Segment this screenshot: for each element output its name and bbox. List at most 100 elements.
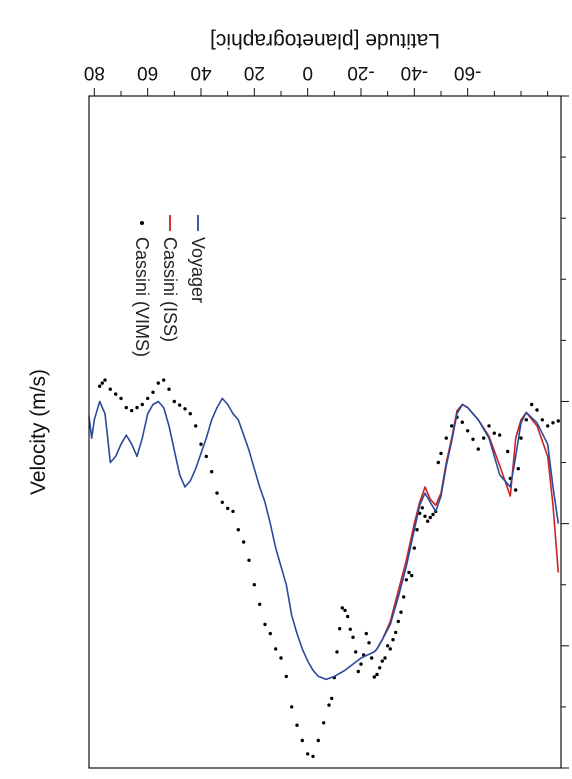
legend-item: Cassini (ISS)	[160, 215, 180, 342]
data-point	[535, 408, 539, 412]
data-point	[556, 419, 560, 423]
data-point	[204, 454, 208, 459]
data-point	[98, 384, 102, 388]
data-point	[388, 647, 392, 651]
data-point	[124, 405, 128, 410]
velocity-tick-label: 0	[568, 396, 572, 407]
data-point	[258, 602, 262, 606]
data-point	[415, 528, 419, 532]
data-point	[354, 650, 358, 654]
data-point	[348, 627, 352, 631]
data-point	[119, 396, 123, 401]
data-point	[114, 392, 118, 396]
data-point	[420, 506, 424, 510]
data-point	[236, 528, 240, 532]
legend-item: Voyager	[188, 215, 208, 303]
velocity-tick-label: 200	[568, 508, 572, 540]
data-point	[295, 723, 299, 727]
data-point	[351, 635, 355, 639]
series-line-cassini-iss	[373, 403, 560, 653]
velocity-tick-label: 400	[568, 630, 572, 662]
plot-area	[88, 378, 560, 759]
data-point	[130, 408, 134, 413]
data-point	[188, 412, 192, 416]
axes	[88, 88, 569, 769]
data-point	[476, 447, 480, 451]
data-point	[242, 540, 246, 544]
data-point	[338, 627, 342, 631]
legend-item: Cassini (VIMS)	[132, 221, 152, 357]
data-point	[146, 396, 150, 401]
latitude-tick-label: 40	[190, 62, 211, 83]
data-point	[156, 381, 160, 385]
latitude-tick-label: -20	[347, 62, 374, 83]
data-point	[316, 738, 320, 743]
data-point	[322, 721, 326, 725]
data-point	[220, 500, 224, 504]
data-point	[167, 387, 171, 391]
data-point	[370, 656, 374, 660]
latitude-axis-title: Latitude [planetographic]	[210, 29, 440, 52]
data-point	[492, 431, 496, 435]
data-point	[471, 437, 475, 441]
data-point	[343, 608, 347, 613]
data-point	[108, 387, 112, 391]
data-point	[386, 644, 390, 648]
data-point	[151, 390, 155, 394]
latitude-tick-label: -40	[401, 62, 428, 83]
data-point	[524, 418, 528, 422]
data-point	[396, 619, 400, 624]
data-point	[391, 638, 395, 642]
data-point	[423, 514, 427, 518]
data-point	[394, 630, 398, 635]
data-point	[279, 656, 283, 660]
data-point	[330, 696, 334, 701]
data-point	[487, 424, 491, 428]
data-point	[311, 754, 315, 759]
data-point	[426, 519, 430, 523]
data-point	[506, 449, 510, 454]
latitude-tick-label: 0	[302, 62, 313, 83]
data-point	[226, 506, 230, 511]
data-point	[103, 378, 107, 382]
data-point	[551, 421, 555, 425]
data-point	[199, 442, 203, 446]
data-point	[378, 666, 382, 670]
data-point	[172, 399, 176, 404]
velocity-tick-label: -500	[568, 77, 572, 115]
data-point	[530, 402, 534, 407]
data-point	[466, 429, 470, 433]
data-point	[482, 436, 486, 440]
data-point	[516, 467, 520, 471]
data-point	[444, 436, 448, 440]
data-point	[359, 662, 363, 666]
data-point	[300, 738, 304, 743]
latitude-tick-label: -60	[454, 62, 481, 83]
legend: Cassini (VIMS) Cassini (ISS) Voyager	[132, 215, 208, 357]
data-point	[383, 656, 387, 660]
data-point	[327, 703, 331, 707]
data-point	[436, 460, 440, 465]
data-point	[399, 610, 403, 614]
legend-label: Cassini (VIMS)	[132, 237, 152, 357]
axis-labels: -500 0 200 400 600 -60 -40 -20 0 20 40 60 80 Velocity…	[27, 29, 572, 779]
data-point	[162, 378, 166, 382]
data-point	[439, 451, 443, 456]
data-point	[247, 558, 251, 562]
data-point	[290, 705, 294, 709]
data-point	[346, 614, 350, 619]
velocity-tick-label: 600	[568, 752, 572, 779]
data-point	[252, 583, 256, 587]
data-point	[514, 488, 518, 492]
data-point	[367, 641, 371, 645]
latitude-tick-label: 20	[244, 62, 265, 83]
series-line-voyager	[88, 397, 560, 681]
data-point	[263, 622, 267, 627]
data-point	[404, 578, 408, 582]
data-point	[380, 659, 384, 663]
data-point	[135, 405, 139, 410]
data-point	[215, 491, 219, 495]
data-point	[372, 675, 376, 679]
data-point	[183, 407, 187, 411]
legend-label: Cassini (ISS)	[160, 237, 180, 342]
